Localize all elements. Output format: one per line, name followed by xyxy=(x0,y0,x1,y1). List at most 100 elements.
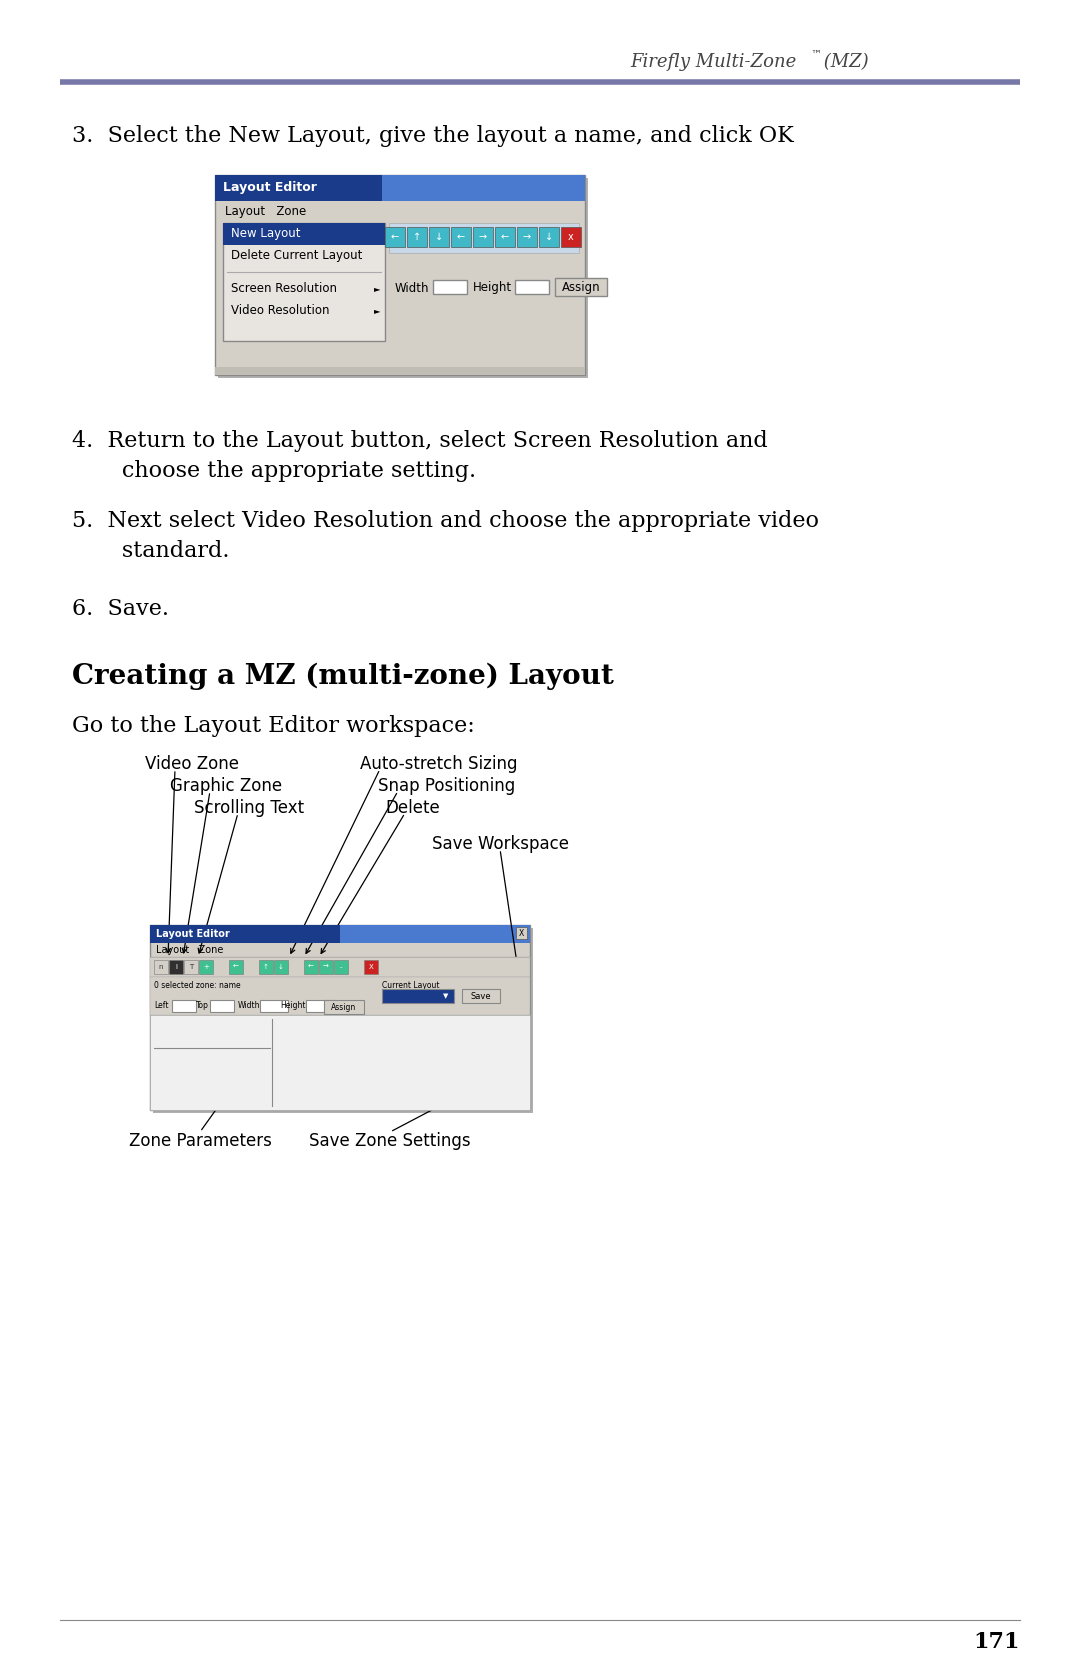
Text: T: T xyxy=(189,965,193,970)
Bar xyxy=(168,960,183,975)
Bar xyxy=(153,928,534,1113)
Bar xyxy=(210,1000,234,1011)
Text: ►: ► xyxy=(374,307,380,315)
Bar xyxy=(172,1000,195,1011)
Bar xyxy=(222,224,384,340)
Text: x: x xyxy=(568,232,573,242)
Text: Layout Editor: Layout Editor xyxy=(222,182,316,195)
Text: n: n xyxy=(159,965,163,970)
Bar xyxy=(306,1000,334,1011)
Text: Auto-stretch Sizing: Auto-stretch Sizing xyxy=(360,754,517,773)
Text: Video Zone: Video Zone xyxy=(145,754,239,773)
Bar xyxy=(229,960,243,975)
Bar xyxy=(150,925,530,943)
Text: -: - xyxy=(340,965,342,970)
Text: +: + xyxy=(203,965,208,970)
Bar xyxy=(451,227,471,247)
Bar xyxy=(215,175,381,200)
Bar xyxy=(199,960,213,975)
Text: Width: Width xyxy=(238,1000,260,1010)
Bar xyxy=(259,960,273,975)
Bar xyxy=(150,956,530,976)
Text: ↓: ↓ xyxy=(545,232,553,242)
Bar xyxy=(473,227,492,247)
Bar xyxy=(150,1015,530,1110)
Text: Current Layout: Current Layout xyxy=(382,980,440,990)
Text: Height: Height xyxy=(280,1000,306,1010)
Bar xyxy=(429,227,449,247)
Text: ←: ← xyxy=(457,232,465,242)
Text: I: I xyxy=(175,965,177,970)
Text: 5.  Next select Video Resolution and choose the appropriate video: 5. Next select Video Resolution and choo… xyxy=(72,511,819,532)
Text: (MZ): (MZ) xyxy=(818,53,868,72)
Bar xyxy=(495,227,515,247)
Bar xyxy=(215,175,585,376)
Text: X: X xyxy=(518,928,524,938)
Text: ↑: ↑ xyxy=(413,232,421,242)
Text: Top: Top xyxy=(195,1000,208,1010)
Text: choose the appropriate setting.: choose the appropriate setting. xyxy=(72,461,476,482)
Text: 171: 171 xyxy=(973,1631,1020,1652)
Bar xyxy=(154,960,168,975)
Text: Firefly Multi-Zone: Firefly Multi-Zone xyxy=(630,53,796,72)
Text: Save: Save xyxy=(471,991,491,1000)
Bar xyxy=(324,1000,364,1015)
Bar xyxy=(215,367,585,376)
Text: Layout   Zone: Layout Zone xyxy=(156,945,224,955)
Text: Scrolling Text: Scrolling Text xyxy=(194,799,305,818)
Text: 3.  Select the New Layout, give the layout a name, and click OK: 3. Select the New Layout, give the layou… xyxy=(72,125,794,147)
Text: Layout Editor: Layout Editor xyxy=(156,930,230,940)
Bar xyxy=(303,960,318,975)
Text: Snap Positioning: Snap Positioning xyxy=(378,778,515,794)
Text: Video Resolution: Video Resolution xyxy=(231,304,329,317)
Bar xyxy=(218,179,588,377)
Text: Delete: Delete xyxy=(384,799,440,818)
Text: Save Zone Settings: Save Zone Settings xyxy=(309,1132,471,1150)
Text: Layout   Zone: Layout Zone xyxy=(225,205,307,219)
Text: Height: Height xyxy=(473,282,512,294)
Text: →: → xyxy=(523,232,531,242)
Bar xyxy=(389,224,579,254)
Bar xyxy=(433,280,467,294)
Text: Screen Resolution: Screen Resolution xyxy=(231,282,337,295)
Text: Zone Parameters: Zone Parameters xyxy=(129,1132,271,1150)
Text: ™: ™ xyxy=(810,50,821,60)
Bar xyxy=(222,224,384,245)
Text: ←: ← xyxy=(391,232,400,242)
Bar xyxy=(215,175,585,200)
Bar xyxy=(274,960,288,975)
Text: New Layout: New Layout xyxy=(231,227,300,240)
Text: 4.  Return to the Layout button, select Screen Resolution and: 4. Return to the Layout button, select S… xyxy=(72,431,768,452)
Bar xyxy=(407,227,427,247)
Bar xyxy=(561,227,581,247)
Text: 0 selected zone: name: 0 selected zone: name xyxy=(154,980,241,990)
Text: ↑: ↑ xyxy=(264,965,269,970)
Text: standard.: standard. xyxy=(72,541,229,562)
Text: Width: Width xyxy=(395,282,430,294)
Text: Assign: Assign xyxy=(562,280,600,294)
Bar xyxy=(260,1000,288,1011)
Bar xyxy=(150,976,530,1015)
Bar xyxy=(334,960,348,975)
Text: Creating a MZ (multi-zone) Layout: Creating a MZ (multi-zone) Layout xyxy=(72,663,613,691)
Bar xyxy=(516,926,527,940)
Bar xyxy=(462,990,500,1003)
Bar xyxy=(364,960,378,975)
Text: ↓: ↓ xyxy=(435,232,443,242)
Text: ►: ► xyxy=(374,284,380,294)
Bar xyxy=(384,227,405,247)
Bar xyxy=(382,990,454,1003)
Text: →: → xyxy=(478,232,487,242)
Text: ←: ← xyxy=(233,965,239,970)
Text: Delete Current Layout: Delete Current Layout xyxy=(231,249,363,262)
Text: Save Workspace: Save Workspace xyxy=(432,834,568,853)
Text: ↓: ↓ xyxy=(278,965,284,970)
Text: Assign: Assign xyxy=(332,1003,356,1011)
Bar xyxy=(517,227,537,247)
Bar xyxy=(184,960,198,975)
Bar xyxy=(539,227,559,247)
Text: ▼: ▼ xyxy=(443,993,448,1000)
Text: ←: ← xyxy=(501,232,509,242)
Text: Left: Left xyxy=(154,1000,168,1010)
Bar xyxy=(319,960,333,975)
